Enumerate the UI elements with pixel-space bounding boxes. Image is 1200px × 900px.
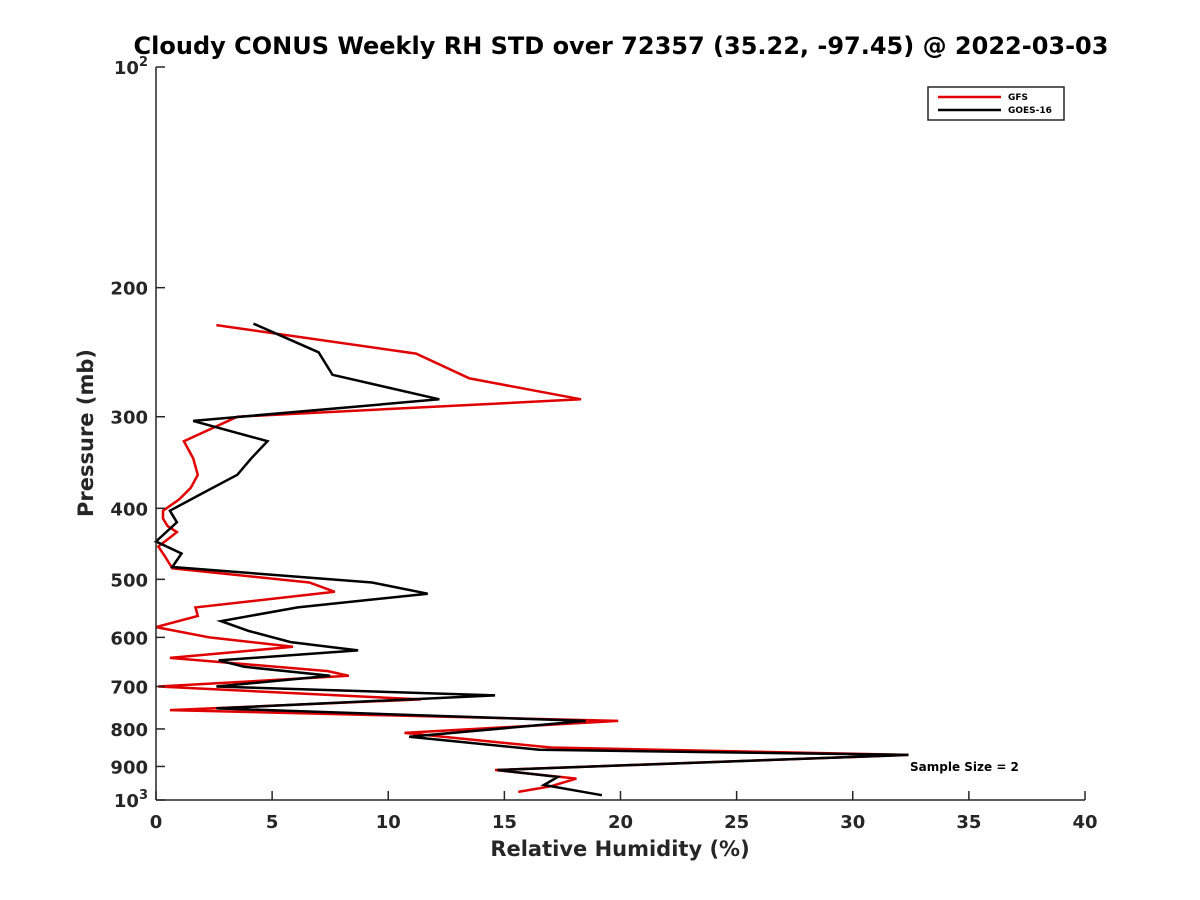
- x-tick-label: 20: [608, 812, 633, 833]
- x-axis-label: Relative Humidity (%): [490, 837, 749, 861]
- y-tick-label: 500: [110, 570, 148, 591]
- legend-label-gfs: GFS: [1008, 93, 1028, 103]
- x-tick-label: 0: [150, 812, 163, 833]
- series-line-gfs: [155, 323, 909, 794]
- x-tick-label: 5: [266, 812, 279, 833]
- x-tick-label: 10: [376, 812, 401, 833]
- sample-size-annotation: Sample Size = 2: [910, 760, 1019, 774]
- y-tick-label: 700: [110, 677, 148, 698]
- x-tick-label: 40: [1072, 812, 1097, 833]
- y-tick-label: 103: [114, 788, 148, 812]
- legend: GFS GOES-16: [927, 86, 1065, 121]
- y-tick-label: 200: [110, 279, 148, 300]
- y-tick-label: 800: [110, 720, 148, 741]
- y-tick-label: 300: [110, 408, 148, 429]
- x-tick-label: 25: [724, 812, 749, 833]
- axes: 0 5 10 15 20 25 30 35 40 102 200 300 400 500 600 700 800…: [110, 55, 1097, 833]
- chart-title: Cloudy CONUS Weekly RH STD over 72357 (3…: [134, 32, 1109, 60]
- series-layer: [153, 322, 909, 797]
- y-tick-label: 102: [114, 55, 148, 79]
- legend-box: [927, 86, 1065, 121]
- x-tick-label: 35: [956, 812, 981, 833]
- y-tick-label: 900: [110, 757, 148, 778]
- legend-label-goes-16: GOES-16: [1008, 106, 1052, 116]
- y-axis-label: Pressure (mb): [74, 349, 98, 517]
- y-tick-label: 600: [110, 628, 148, 649]
- x-tick-label: 30: [840, 812, 865, 833]
- series-line-goes-16: [153, 322, 909, 797]
- x-tick-label: 15: [492, 812, 517, 833]
- y-tick-label: 400: [110, 499, 148, 520]
